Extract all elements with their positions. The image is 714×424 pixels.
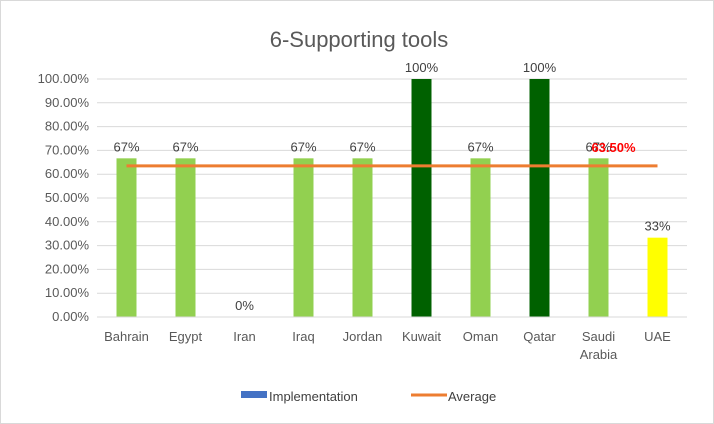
data-labels: 67% 67% 0% 67% 67% 100% 67% 100% 67% 33% xyxy=(113,60,670,313)
data-label: 67% xyxy=(113,139,139,154)
y-tick-label: 30.00% xyxy=(45,238,90,253)
data-label: 67% xyxy=(290,139,316,154)
legend-label-implementation: Implementation xyxy=(269,389,358,404)
y-tick-label: 20.00% xyxy=(45,261,90,276)
x-tick-label: Bahrain xyxy=(104,329,149,344)
data-label: 67% xyxy=(467,139,493,154)
bar-qatar xyxy=(529,79,550,317)
bar-series xyxy=(116,79,668,317)
y-tick-label: 100.00% xyxy=(38,71,90,86)
legend-swatch-implementation xyxy=(241,391,267,398)
bar-jordan xyxy=(352,158,373,317)
data-label: 67% xyxy=(349,139,375,154)
bar-iraq xyxy=(293,158,314,317)
bar-egypt xyxy=(175,158,196,317)
y-tick-label: 50.00% xyxy=(45,190,90,205)
x-tick-label: Arabia xyxy=(580,347,618,362)
y-tick-label: 0.00% xyxy=(52,309,89,324)
x-tick-label: Saudi xyxy=(582,329,615,344)
data-label: 0% xyxy=(235,298,254,313)
x-tick-label: Jordan xyxy=(343,329,383,344)
data-label: 100% xyxy=(523,60,557,75)
data-label: 67% xyxy=(172,139,198,154)
legend-label-average: Average xyxy=(448,389,496,404)
y-tick-label: 40.00% xyxy=(45,214,90,229)
bar-saudi-arabia xyxy=(588,158,609,317)
x-tick-label: Egypt xyxy=(169,329,203,344)
bar-uae xyxy=(647,237,668,317)
x-tick-label: Iraq xyxy=(292,329,314,344)
x-tick-label: Qatar xyxy=(523,329,556,344)
y-tick-label: 60.00% xyxy=(45,166,90,181)
bar-oman xyxy=(470,158,491,317)
y-tick-label: 70.00% xyxy=(45,142,90,157)
x-tick-label: Kuwait xyxy=(402,329,441,344)
data-label: 67% xyxy=(585,139,611,154)
y-tick-label: 10.00% xyxy=(45,285,90,300)
average-label: 63.50% xyxy=(591,140,636,155)
bar-kuwait xyxy=(411,79,432,317)
x-axis: Bahrain Egypt Iran Iraq Jordan Kuwait Oman Qata… xyxy=(97,316,687,362)
y-tick-label: 90.00% xyxy=(45,95,90,110)
x-tick-label: UAE xyxy=(644,329,671,344)
legend: Implementation Average xyxy=(241,389,496,404)
bar-bahrain xyxy=(116,158,137,317)
data-label: 33% xyxy=(644,219,670,234)
x-tick-label: Oman xyxy=(463,329,498,344)
x-tick-label: Iran xyxy=(233,329,255,344)
chart-title: 6-Supporting tools xyxy=(270,27,449,52)
average-series: 63.50% xyxy=(126,140,658,168)
data-label: 100% xyxy=(405,60,439,75)
y-axis: 0.00% 10.00% 20.00% 30.00% 40.00% 50.00% 60.00… xyxy=(38,71,90,324)
y-tick-label: 80.00% xyxy=(45,119,90,134)
